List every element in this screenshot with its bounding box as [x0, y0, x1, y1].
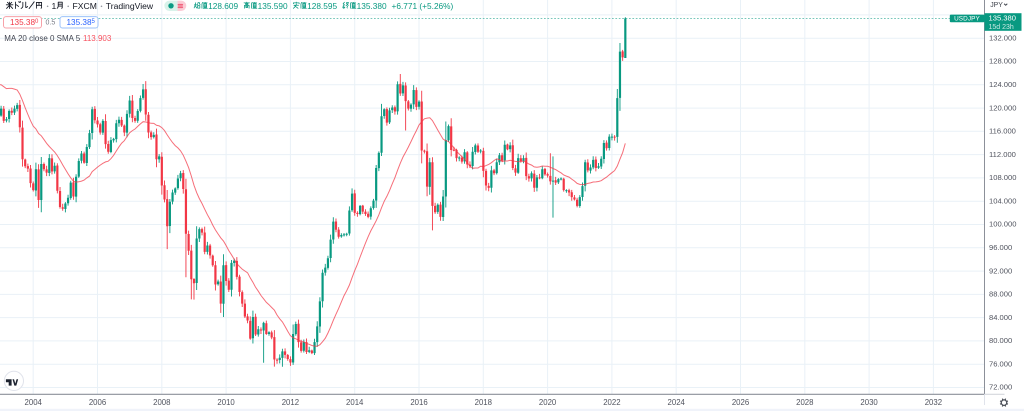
svg-text:2012: 2012 — [282, 398, 299, 407]
svg-text:104.000: 104.000 — [989, 196, 1016, 205]
svg-text:112.000: 112.000 — [989, 150, 1016, 159]
svg-text:100.000: 100.000 — [989, 220, 1016, 229]
svg-text:TradingView: TradingView — [106, 1, 154, 11]
svg-text:116.000: 116.000 — [989, 127, 1016, 136]
svg-text:2028: 2028 — [796, 398, 813, 407]
svg-text:128.000: 128.000 — [989, 57, 1016, 66]
svg-text:JPY: JPY — [990, 2, 1003, 9]
svg-text:0.5: 0.5 — [46, 20, 56, 27]
svg-text:88.000: 88.000 — [989, 290, 1012, 299]
svg-text:2018: 2018 — [475, 398, 492, 407]
svg-text:15d 23h: 15d 23h — [989, 24, 1014, 31]
svg-text:84.000: 84.000 — [989, 313, 1012, 322]
svg-text:2014: 2014 — [346, 398, 364, 407]
svg-text:2026: 2026 — [732, 398, 749, 407]
svg-text:135.590: 135.590 — [258, 1, 288, 11]
svg-text:FXCM: FXCM — [73, 1, 97, 11]
svg-text:2032: 2032 — [925, 398, 942, 407]
svg-text:128.595: 128.595 — [307, 1, 337, 11]
svg-text:132.000: 132.000 — [989, 33, 1016, 42]
svg-text:+6.771 (+5.26%): +6.771 (+5.26%) — [392, 1, 454, 11]
svg-text:2006: 2006 — [89, 398, 106, 407]
svg-text:128.609: 128.609 — [208, 1, 238, 11]
svg-text:2020: 2020 — [539, 398, 557, 407]
svg-text:108.000: 108.000 — [989, 173, 1016, 182]
svg-text:135.380: 135.380 — [10, 18, 39, 27]
svg-text:1: 1 — [52, 1, 57, 11]
svg-text:2024: 2024 — [668, 398, 686, 407]
svg-text:120.000: 120.000 — [989, 103, 1016, 112]
svg-text:135.380: 135.380 — [989, 14, 1016, 23]
svg-text:2022: 2022 — [603, 398, 620, 407]
svg-text:80.000: 80.000 — [989, 336, 1012, 345]
svg-text:92.000: 92.000 — [989, 266, 1012, 275]
svg-text:2008: 2008 — [153, 398, 170, 407]
svg-text:72.000: 72.000 — [989, 383, 1012, 392]
svg-text:135.380: 135.380 — [357, 1, 387, 11]
svg-text:2010: 2010 — [217, 398, 235, 407]
svg-text:96.000: 96.000 — [989, 243, 1012, 252]
svg-text:124.000: 124.000 — [989, 80, 1016, 89]
svg-text:76.000: 76.000 — [989, 359, 1012, 368]
svg-text:USDJPY: USDJPY — [954, 16, 980, 23]
svg-text:MA 20 close 0 SMA 5: MA 20 close 0 SMA 5 — [4, 34, 81, 43]
svg-text:2016: 2016 — [410, 398, 427, 407]
svg-text:2004: 2004 — [25, 398, 43, 407]
svg-text:135.385: 135.385 — [67, 18, 96, 27]
svg-text:2030: 2030 — [860, 398, 878, 407]
svg-text:113.903: 113.903 — [83, 34, 112, 43]
